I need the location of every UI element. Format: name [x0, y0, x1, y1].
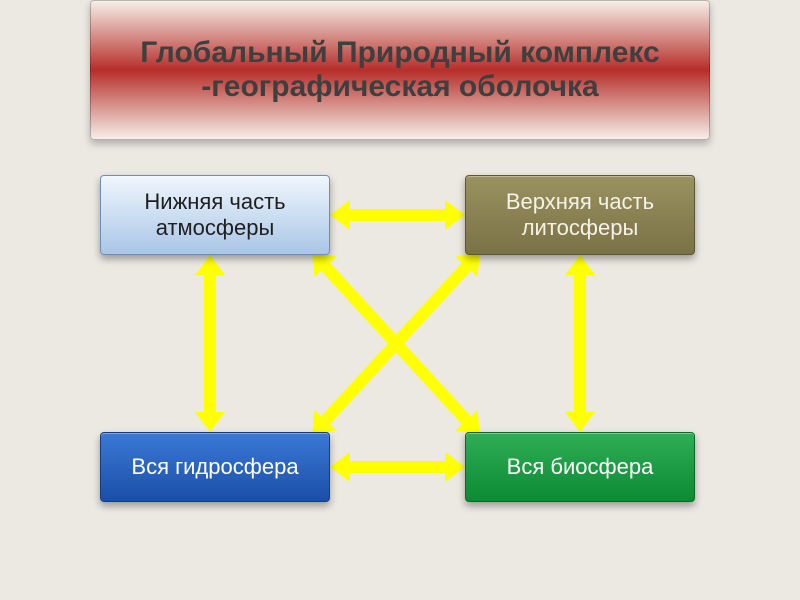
- node-label: Вся гидросфера: [131, 454, 298, 480]
- node-label: Вся биосфера: [507, 454, 654, 480]
- title-box: Глобальный Природный комплекс -географич…: [90, 0, 710, 140]
- node-label: Нижняя часть атмосферы: [107, 189, 323, 242]
- node-hydrosphere: Вся гидросфера: [100, 432, 330, 502]
- node-lithosphere: Верхняя часть литосферы: [465, 175, 695, 255]
- node-biosphere: Вся биосфера: [465, 432, 695, 502]
- node-label: Верхняя часть литосферы: [472, 189, 688, 242]
- title-text: Глобальный Природный комплекс -географич…: [91, 36, 709, 105]
- node-atmosphere: Нижняя часть атмосферы: [100, 175, 330, 255]
